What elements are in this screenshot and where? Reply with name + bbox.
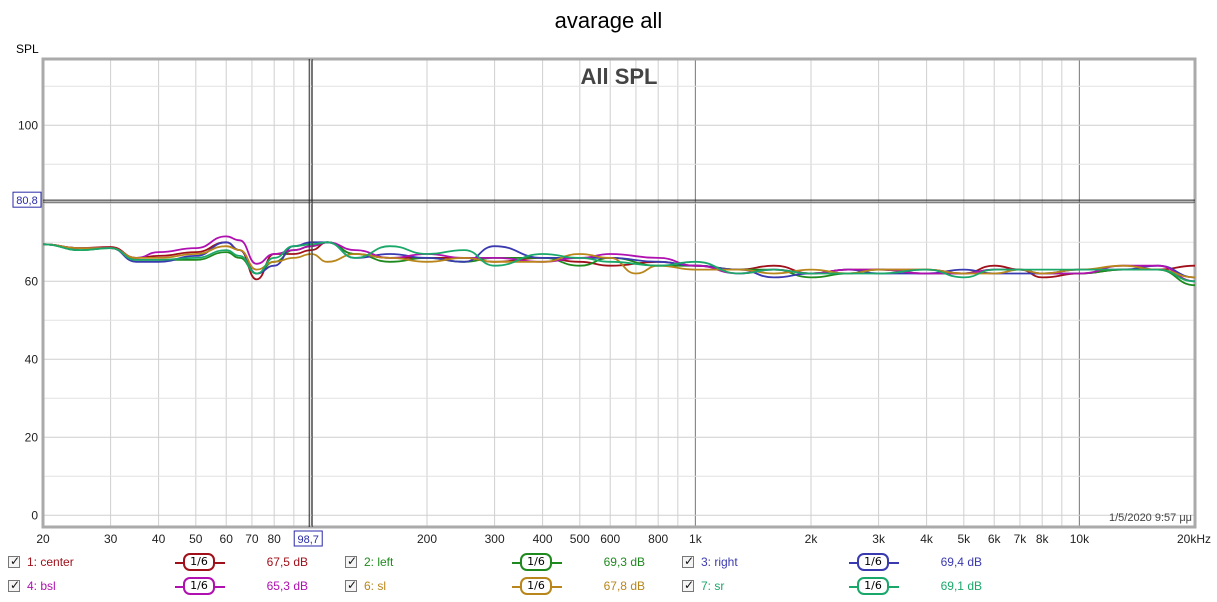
- smoothing-label: 1/6: [183, 577, 215, 595]
- timestamp: 1/5/2020 9:57 μμ: [1109, 512, 1192, 524]
- spl-chart[interactable]: 0204060801002030405060708020030040050060…: [0, 0, 1217, 550]
- smoothing-label: 1/6: [857, 553, 889, 571]
- window-title: avarage all: [554, 8, 663, 33]
- x-tick-label: 50: [189, 532, 203, 546]
- trace-label: 7: sr: [701, 579, 725, 593]
- trace-level: 67,5 dB: [266, 555, 308, 569]
- axis-ticks: 0204060801002030405060708020030040050060…: [18, 118, 1211, 546]
- cursor-y-box: [12, 191, 42, 208]
- trace-visibility-checkbox[interactable]: [682, 578, 694, 592]
- grid: [42, 59, 1196, 527]
- x-tick-label: 3k: [872, 532, 886, 546]
- smoothing-label: 1/6: [183, 553, 215, 571]
- y-axis-label: SPL: [16, 42, 39, 56]
- legend-entry: 1: center 1/6 67,5 dB: [0, 553, 330, 575]
- legend-entry: 7: sr 1/6 69,1 dB: [674, 577, 1004, 599]
- smoothing-button[interactable]: 1/6: [849, 553, 899, 573]
- trace-visibility-checkbox[interactable]: [8, 554, 20, 568]
- x-tick-label: 20: [36, 532, 50, 546]
- smoothing-button[interactable]: 1/6: [175, 553, 225, 573]
- x-tick-label: 20kHz: [1177, 532, 1211, 546]
- chart-title: All SPL: [580, 64, 657, 89]
- smoothing-button[interactable]: 1/6: [512, 577, 562, 597]
- trace-visibility-checkbox[interactable]: [682, 554, 694, 568]
- x-tick-label: 7k: [1014, 532, 1028, 546]
- trace-label: 1: center: [27, 555, 74, 569]
- series-line-7-sr: [42, 241, 1196, 283]
- trace-label: 2: left: [364, 555, 394, 569]
- x-tick-label: 2k: [805, 532, 819, 546]
- x-tick-label: 10k: [1070, 532, 1090, 546]
- x-tick-label: 200: [417, 532, 437, 546]
- trace-label: 6: sl: [364, 579, 387, 593]
- x-tick-label: 40: [152, 532, 166, 546]
- trace-visibility-checkbox[interactable]: [345, 554, 357, 568]
- trace-level: 69,3 dB: [603, 555, 645, 569]
- x-tick-label: 600: [600, 532, 620, 546]
- y-tick-label: 40: [25, 352, 39, 366]
- x-tick-label: 70: [245, 532, 259, 546]
- legend-entry: 6: sl 1/6 67,8 dB: [337, 577, 667, 599]
- series-lines: [42, 235, 1196, 287]
- x-tick-label: 6k: [988, 532, 1002, 546]
- trace-level: 67,8 dB: [603, 579, 645, 593]
- trace-visibility-checkbox[interactable]: [8, 578, 20, 592]
- x-tick-label: 300: [485, 532, 505, 546]
- x-tick-label: 60: [220, 532, 234, 546]
- y-tick-label: 20: [25, 430, 39, 444]
- trace-visibility-checkbox[interactable]: [345, 578, 357, 592]
- cursor: 80,8 98,7: [12, 59, 1195, 547]
- legend-entry: 3: right 1/6 69,4 dB: [674, 553, 1004, 575]
- legend-entry: 2: left 1/6 69,3 dB: [337, 553, 667, 575]
- x-tick-label: 30: [104, 532, 118, 546]
- x-tick-label: 1k: [689, 532, 703, 546]
- x-tick-label: 80: [268, 532, 282, 546]
- trace-level: 69,4 dB: [940, 555, 982, 569]
- legend-entry: 4: bsl 1/6 65,3 dB: [0, 577, 330, 599]
- smoothing-button[interactable]: 1/6: [175, 577, 225, 597]
- cursor-x-label: 98,7: [298, 534, 319, 546]
- y-tick-label: 100: [18, 118, 38, 132]
- trace-label: 3: right: [701, 555, 738, 569]
- trace-label: 4: bsl: [27, 579, 56, 593]
- x-tick-label: 5k: [957, 532, 971, 546]
- x-tick-label: 8k: [1036, 532, 1050, 546]
- legend-row: 1: center 1/6 67,5 dB 2: left 1/6 69,3 dB 3: r…: [0, 553, 1217, 575]
- plot-frame: [41, 57, 1197, 529]
- x-tick-label: 400: [533, 532, 553, 546]
- trace-level: 69,1 dB: [940, 579, 982, 593]
- smoothing-label: 1/6: [857, 577, 889, 595]
- series-line-6-sl: [42, 243, 1196, 279]
- cursor-y-label: 80,8: [16, 195, 37, 207]
- x-tick-label: 4k: [920, 532, 934, 546]
- y-tick-label: 0: [31, 508, 38, 522]
- smoothing-button[interactable]: 1/6: [512, 553, 562, 573]
- trace-level: 65,3 dB: [266, 579, 308, 593]
- smoothing-label: 1/6: [520, 553, 552, 571]
- x-tick-label: 800: [648, 532, 668, 546]
- x-tick-label: 500: [570, 532, 590, 546]
- smoothing-label: 1/6: [520, 577, 552, 595]
- y-tick-label: 60: [25, 274, 39, 288]
- cursor-x-box: [293, 530, 323, 547]
- smoothing-button[interactable]: 1/6: [849, 577, 899, 597]
